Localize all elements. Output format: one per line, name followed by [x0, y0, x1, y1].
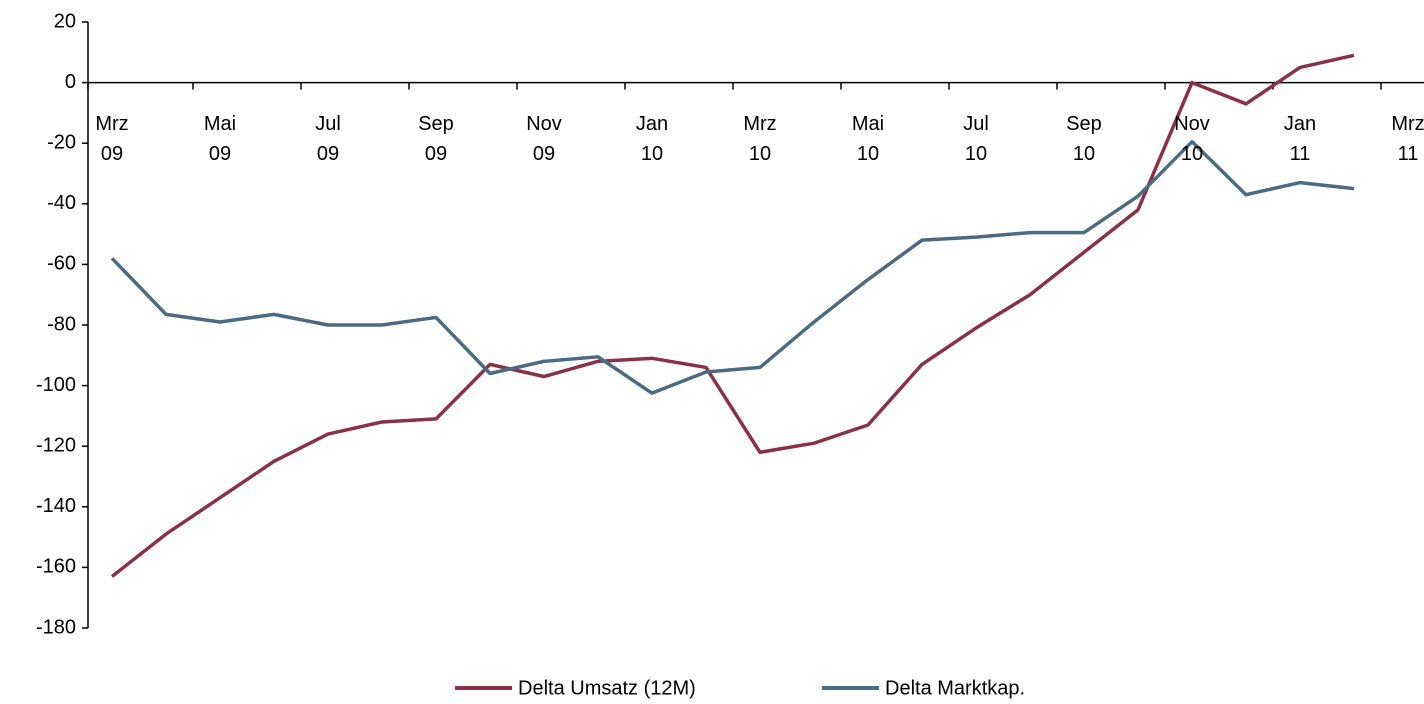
y-tick-label: -180 [36, 616, 76, 638]
y-tick-label: -140 [36, 495, 76, 517]
x-tick-label: Sep 10 [1066, 113, 1102, 165]
x-tick-label: Mrz 09 [95, 113, 129, 165]
y-tick-label: -80 [47, 313, 76, 335]
y-tick-label: -120 [36, 434, 76, 456]
x-tick-label: Nov 09 [526, 113, 562, 165]
x-tick-label: Jan 11 [1283, 113, 1317, 165]
x-tick-label: Sep 09 [418, 113, 454, 165]
y-tick-label: -60 [47, 253, 76, 275]
y-tick-label: -160 [36, 556, 76, 578]
x-tick-label: Mai 09 [203, 113, 237, 165]
x-tick-label: Nov 10 [1174, 113, 1210, 165]
x-tick-label: Jul 09 [315, 113, 341, 165]
legend-label: Delta Umsatz (12M) [518, 677, 696, 699]
y-tick-label: -20 [47, 131, 76, 153]
y-tick-label: 20 [54, 10, 76, 32]
x-tick-label: Mrz 11 [1391, 113, 1424, 165]
x-tick-label: Jul 10 [963, 113, 989, 165]
y-tick-label: 0 [65, 71, 76, 93]
series-line [110, 139, 1355, 395]
y-tick-label: -40 [47, 192, 76, 214]
x-tick-label: Jan 10 [635, 113, 669, 165]
x-tick-label: Mrz 10 [743, 113, 777, 165]
y-tick-label: -100 [36, 374, 76, 396]
x-tick-label: Mai 10 [851, 113, 885, 165]
legend-label: Delta Marktkap. [885, 677, 1025, 699]
